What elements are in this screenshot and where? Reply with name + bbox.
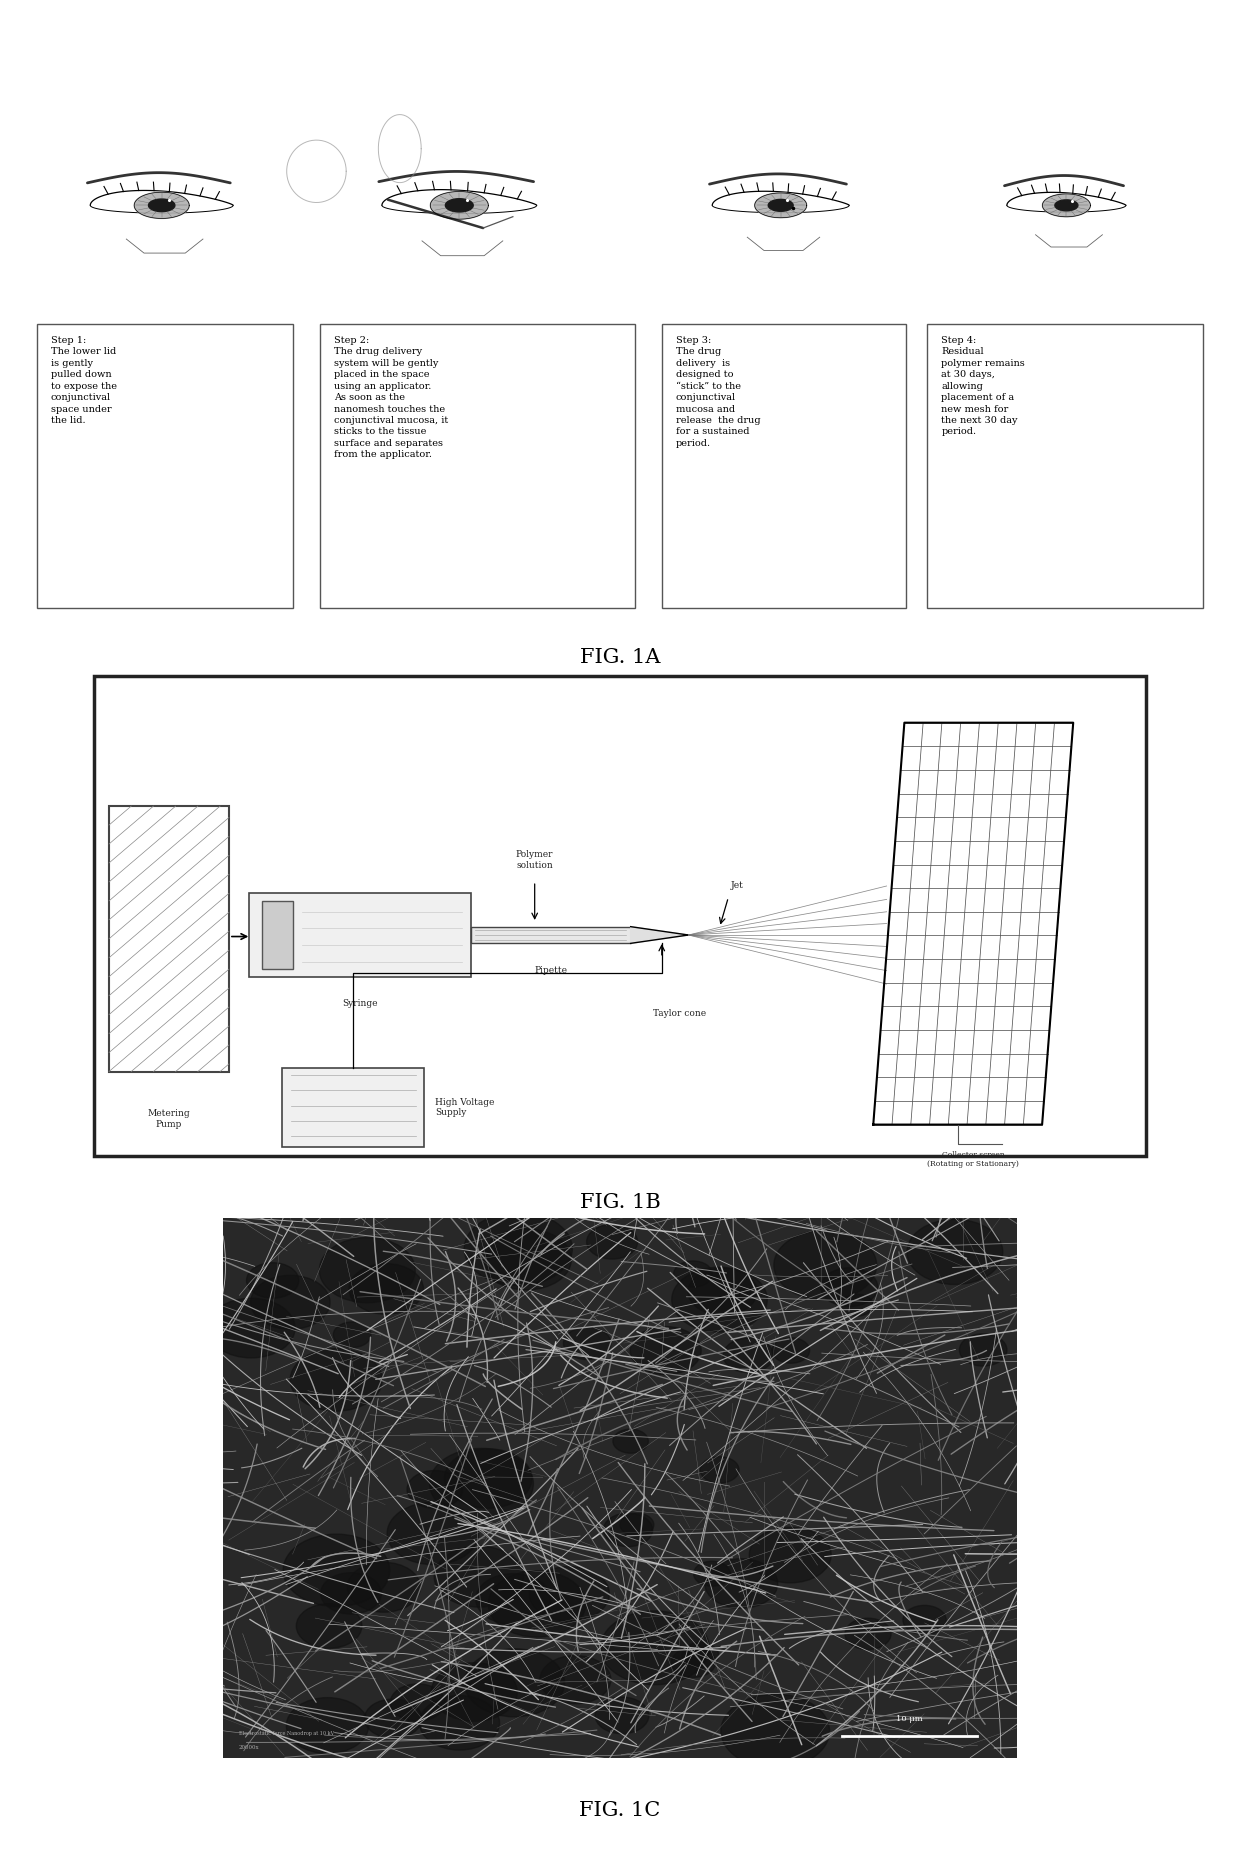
- Polygon shape: [631, 926, 688, 943]
- FancyBboxPatch shape: [262, 900, 293, 969]
- Text: Metering
Pump: Metering Pump: [148, 1109, 190, 1129]
- FancyBboxPatch shape: [248, 893, 471, 976]
- Text: Step 1:
The lower lid
is gently
pulled down
to expose the
conjunctival
space und: Step 1: The lower lid is gently pulled d…: [51, 337, 117, 424]
- Text: Pipette: Pipette: [534, 965, 567, 975]
- Circle shape: [821, 1269, 878, 1306]
- Circle shape: [701, 1456, 739, 1482]
- Circle shape: [906, 1220, 1003, 1285]
- Circle shape: [613, 1428, 649, 1453]
- Circle shape: [347, 1562, 420, 1613]
- Circle shape: [489, 1572, 585, 1637]
- Circle shape: [429, 1449, 533, 1520]
- Polygon shape: [1055, 199, 1078, 210]
- Circle shape: [391, 1683, 445, 1720]
- Circle shape: [672, 1267, 768, 1332]
- Circle shape: [296, 1603, 362, 1648]
- FancyBboxPatch shape: [662, 324, 905, 608]
- Circle shape: [334, 1322, 371, 1348]
- Circle shape: [563, 1328, 611, 1360]
- FancyBboxPatch shape: [109, 805, 229, 1071]
- Circle shape: [688, 1269, 758, 1315]
- Text: Jet: Jet: [730, 880, 744, 889]
- Polygon shape: [445, 199, 474, 212]
- Circle shape: [749, 1527, 831, 1583]
- Circle shape: [283, 1534, 389, 1607]
- Circle shape: [434, 1546, 523, 1607]
- Text: Collector screen
(Rotating or Stationary): Collector screen (Rotating or Stationary…: [928, 1151, 1019, 1168]
- Polygon shape: [149, 199, 175, 212]
- Circle shape: [320, 1237, 415, 1302]
- Circle shape: [587, 1224, 637, 1259]
- Circle shape: [321, 1574, 382, 1614]
- FancyBboxPatch shape: [471, 926, 631, 943]
- Circle shape: [960, 1334, 1007, 1365]
- Text: Step 3:
The drug
delivery  is
designed to
“stick” to the
conjunctival
mucosa and: Step 3: The drug delivery is designed to…: [676, 337, 760, 448]
- Circle shape: [630, 1326, 701, 1375]
- FancyBboxPatch shape: [928, 324, 1203, 608]
- Circle shape: [387, 1503, 479, 1564]
- Circle shape: [844, 1618, 892, 1650]
- Circle shape: [595, 1696, 649, 1734]
- Polygon shape: [769, 199, 794, 212]
- Circle shape: [348, 1263, 423, 1315]
- Circle shape: [620, 1514, 653, 1536]
- Circle shape: [774, 1229, 877, 1300]
- Circle shape: [604, 1512, 652, 1548]
- Circle shape: [286, 1698, 368, 1754]
- Circle shape: [207, 1298, 295, 1358]
- Circle shape: [841, 1295, 873, 1317]
- Circle shape: [290, 1348, 382, 1412]
- Circle shape: [539, 1655, 611, 1704]
- Circle shape: [481, 1229, 572, 1291]
- Text: High Voltage
Supply: High Voltage Supply: [435, 1097, 495, 1118]
- Circle shape: [432, 1663, 517, 1720]
- Text: 20000x: 20000x: [239, 1745, 259, 1750]
- Text: Electrostatic force Nanodrop at 10 kV: Electrostatic force Nanodrop at 10 kV: [239, 1732, 335, 1735]
- Text: Step 4:
Residual
polymer remains
at 30 days,
allowing
placement of a
new mesh fo: Step 4: Residual polymer remains at 30 d…: [941, 337, 1025, 437]
- Polygon shape: [430, 192, 489, 219]
- Text: 10 μm: 10 μm: [897, 1715, 923, 1722]
- Circle shape: [464, 1213, 573, 1285]
- Circle shape: [673, 1261, 713, 1287]
- Circle shape: [693, 1561, 730, 1587]
- Circle shape: [250, 1276, 330, 1330]
- Polygon shape: [1043, 193, 1090, 218]
- Circle shape: [600, 1611, 709, 1685]
- Circle shape: [464, 1648, 564, 1717]
- FancyBboxPatch shape: [223, 1218, 1017, 1758]
- Text: FIG. 1C: FIG. 1C: [579, 1800, 661, 1819]
- Text: Syringe: Syringe: [342, 999, 377, 1008]
- Circle shape: [682, 1642, 719, 1668]
- Circle shape: [704, 1559, 777, 1609]
- Text: Step 2:
The drug delivery
system will be gently
placed in the space
using an app: Step 2: The drug delivery system will be…: [335, 337, 449, 459]
- FancyBboxPatch shape: [283, 1068, 424, 1148]
- Circle shape: [773, 1337, 810, 1363]
- Circle shape: [672, 1648, 715, 1678]
- Circle shape: [476, 1574, 551, 1624]
- Circle shape: [419, 1696, 500, 1750]
- Circle shape: [407, 1471, 463, 1508]
- Circle shape: [444, 1449, 532, 1508]
- Text: FIG. 1A: FIG. 1A: [580, 647, 660, 668]
- Polygon shape: [755, 193, 807, 218]
- FancyBboxPatch shape: [320, 324, 635, 608]
- FancyBboxPatch shape: [37, 324, 293, 608]
- Circle shape: [529, 1566, 609, 1622]
- Circle shape: [720, 1694, 830, 1769]
- Text: Taylor cone: Taylor cone: [653, 1010, 706, 1019]
- Circle shape: [247, 1263, 299, 1298]
- Polygon shape: [134, 192, 190, 218]
- FancyBboxPatch shape: [94, 675, 1146, 1157]
- Circle shape: [365, 1698, 422, 1737]
- Text: FIG. 1B: FIG. 1B: [579, 1192, 661, 1213]
- Circle shape: [903, 1605, 946, 1635]
- Text: Polymer
solution: Polymer solution: [516, 850, 553, 870]
- Circle shape: [723, 1337, 774, 1373]
